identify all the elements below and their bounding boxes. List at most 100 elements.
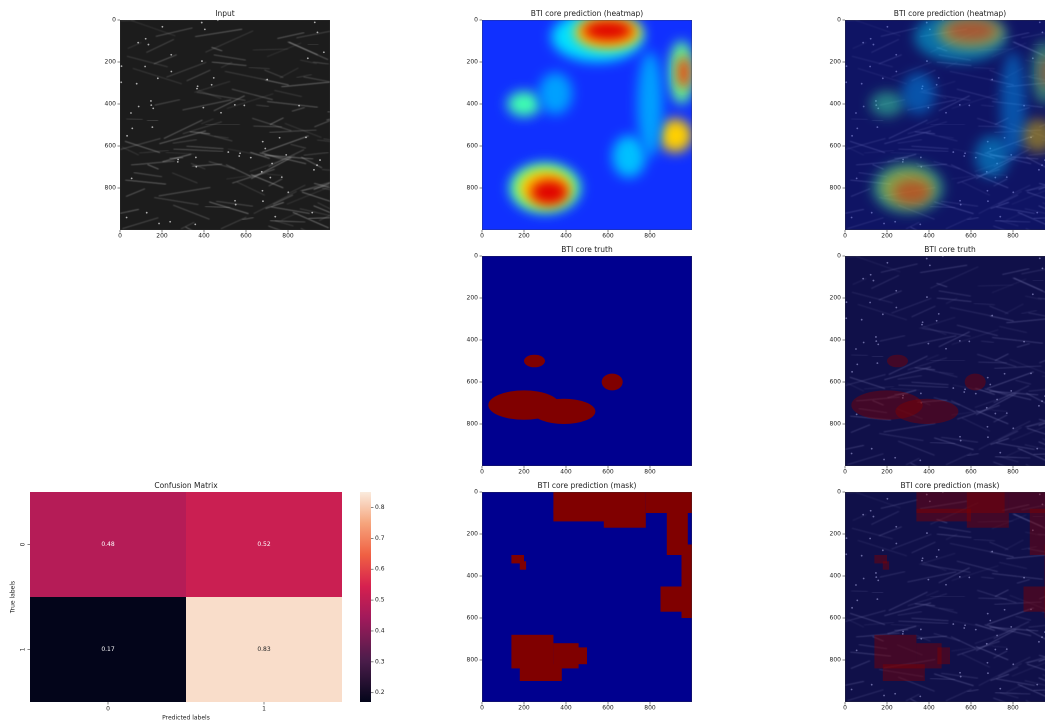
image-texture [151, 126, 153, 128]
image-texture [328, 111, 379, 112]
y-tick-label: 600 [830, 379, 842, 386]
image-region [870, 91, 904, 116]
image-region [1000, 52, 1025, 157]
y-tick-label: 0 [837, 489, 841, 496]
x-tick-label: 800 [644, 469, 656, 476]
image-texture [150, 100, 152, 102]
y-tick-label: 200 [467, 295, 479, 302]
image-texture [307, 57, 309, 59]
x-tick-label: 400 [923, 233, 935, 240]
y-tick-label: 200 [830, 531, 842, 538]
image-region [895, 399, 958, 424]
image-region [507, 91, 541, 116]
image-texture [195, 166, 197, 168]
image-texture [161, 26, 163, 28]
panel [120, 10, 378, 247]
image-background [482, 256, 692, 466]
image-texture [145, 38, 147, 40]
image-region [916, 509, 971, 522]
image-region [677, 56, 690, 90]
x-tick-label: 800 [644, 705, 656, 712]
colorbar [360, 492, 371, 702]
panel [845, 10, 1045, 247]
image-texture [1026, 228, 1045, 247]
image-texture [298, 105, 300, 107]
y-tick-label: 0 [20, 542, 27, 546]
image-region [975, 136, 1009, 178]
image-texture [158, 223, 160, 225]
panel-title: Confusion Matrix [154, 481, 218, 490]
image-region [530, 180, 568, 205]
image-texture [274, 216, 276, 218]
image-texture [305, 137, 307, 139]
x-tick-label: 800 [1007, 705, 1019, 712]
image-texture [136, 83, 138, 85]
image-texture [195, 157, 197, 159]
figure: Input 0 200 400 600 800 0 200 400 600 800 BTI core … [0, 0, 1045, 722]
image-region [1024, 587, 1045, 612]
panel-title: BTI core truth [561, 245, 613, 254]
image-region [967, 492, 1009, 528]
image-texture [319, 159, 321, 161]
x-tick-label: 800 [1007, 469, 1019, 476]
image-texture [1038, 246, 1045, 256]
image-texture [157, 77, 159, 79]
panel-title: BTI core prediction (heatmap) [894, 9, 1006, 18]
x-tick-label: 0 [480, 469, 484, 476]
image-texture [227, 151, 229, 153]
x-tick-label: 800 [1007, 233, 1019, 240]
image-region [524, 355, 545, 368]
image-texture [301, 228, 339, 247]
image-texture [313, 10, 338, 20]
y-tick-label: 400 [830, 573, 842, 580]
image-texture [138, 106, 140, 108]
image-texture [131, 177, 133, 179]
image-texture [1026, 464, 1045, 483]
image-texture [148, 44, 150, 46]
x-tick-label: 0 [106, 706, 110, 713]
image-texture [264, 148, 266, 150]
image-background [845, 492, 1045, 702]
image-texture [170, 54, 172, 56]
panel-title: BTI core truth [924, 245, 976, 254]
image-texture [287, 191, 289, 193]
y-axis-label: True labels [10, 581, 17, 614]
image-texture [201, 22, 203, 24]
image-texture [316, 164, 318, 166]
x-tick-label: 0 [843, 469, 847, 476]
y-tick-label: 200 [105, 59, 117, 66]
x-tick-label: 600 [602, 469, 614, 476]
image-texture [269, 177, 271, 179]
image-texture [326, 113, 358, 120]
y-tick-label: 600 [467, 615, 479, 622]
colorbar-tick-label: 0.7 [375, 535, 385, 542]
image-texture [204, 28, 206, 30]
x-tick-label: 0 [480, 233, 484, 240]
y-tick-label: 800 [830, 421, 842, 428]
image-region [937, 647, 950, 664]
image-texture [150, 104, 152, 106]
image-texture [146, 212, 148, 214]
image-region [637, 52, 662, 157]
image-texture [261, 171, 263, 173]
y-tick-label: 800 [467, 657, 479, 664]
x-tick-label: 800 [644, 233, 656, 240]
image-region [887, 355, 908, 368]
cell-label: 0.17 [101, 646, 115, 653]
x-tick-label: 200 [518, 705, 530, 712]
image-region [902, 73, 936, 115]
image-region [1030, 509, 1045, 555]
y-tick-label: 0 [474, 489, 478, 496]
image-texture [285, 154, 287, 156]
image-texture [262, 141, 264, 143]
y-tick-label: 400 [467, 573, 479, 580]
x-tick-label: 400 [560, 233, 572, 240]
panel [482, 12, 694, 230]
x-tick-label: 600 [965, 233, 977, 240]
image-texture [213, 77, 215, 79]
x-tick-label: 200 [881, 705, 893, 712]
panel-title: Input [215, 9, 234, 18]
y-tick-label: 200 [467, 59, 479, 66]
image-region [553, 509, 608, 522]
image-region [604, 492, 646, 528]
